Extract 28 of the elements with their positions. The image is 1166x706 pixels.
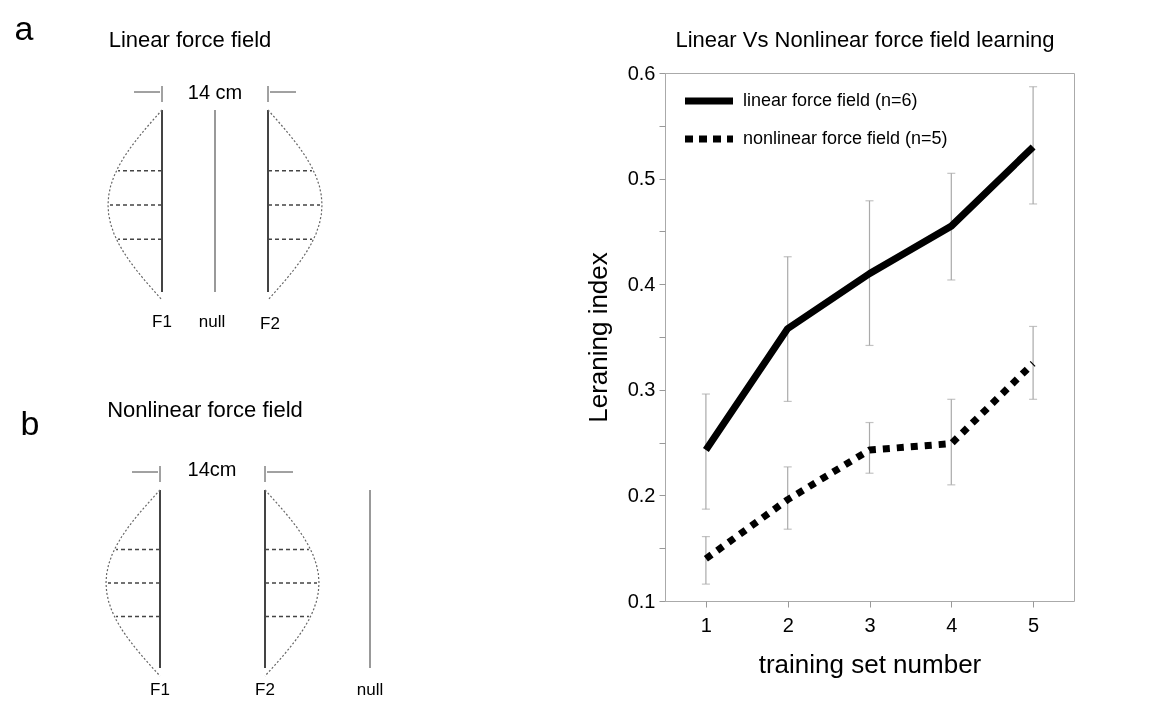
- x-tick-label: 3: [864, 613, 876, 636]
- y-tick-label: 0.4: [627, 272, 656, 295]
- text: null: [198, 312, 226, 331]
- text: F2: [255, 680, 275, 699]
- x-axis-title: training set number: [758, 648, 982, 679]
- x-tick-label: 4: [946, 613, 958, 636]
- y-axis-title: Leraning index: [582, 252, 613, 423]
- text: Nonlinear force field: [107, 397, 303, 422]
- legend-label: linear force field (n=6): [743, 90, 918, 110]
- y-tick-label: 0.5: [627, 167, 656, 190]
- y-tick-label: 0.2: [627, 483, 656, 506]
- chart-title: Linear Vs Nonlinear force field learning: [675, 27, 1055, 52]
- x-tick-label: 5: [1028, 613, 1040, 636]
- x-tick-label: 1: [700, 613, 712, 636]
- y-tick-label: 0.6: [627, 61, 656, 84]
- y-tick-label: 0.1: [627, 589, 656, 612]
- text: b: [20, 404, 40, 442]
- text: F1: [152, 312, 172, 331]
- text: null: [356, 680, 384, 699]
- y-tick-label: 0.3: [627, 378, 656, 401]
- text: 14cm: [187, 458, 237, 480]
- legend-label: nonlinear force field (n=5): [743, 128, 948, 148]
- x-tick-label: 2: [782, 613, 794, 636]
- text: Linear force field: [108, 27, 272, 52]
- text: a: [14, 9, 34, 47]
- text: F2: [260, 314, 280, 333]
- text: F1: [150, 680, 170, 699]
- text: 14 cm: [187, 81, 243, 103]
